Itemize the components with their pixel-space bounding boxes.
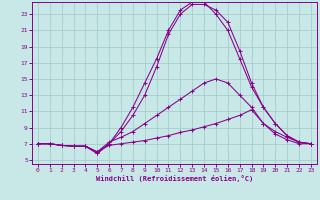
X-axis label: Windchill (Refroidissement éolien,°C): Windchill (Refroidissement éolien,°C) [96, 175, 253, 182]
